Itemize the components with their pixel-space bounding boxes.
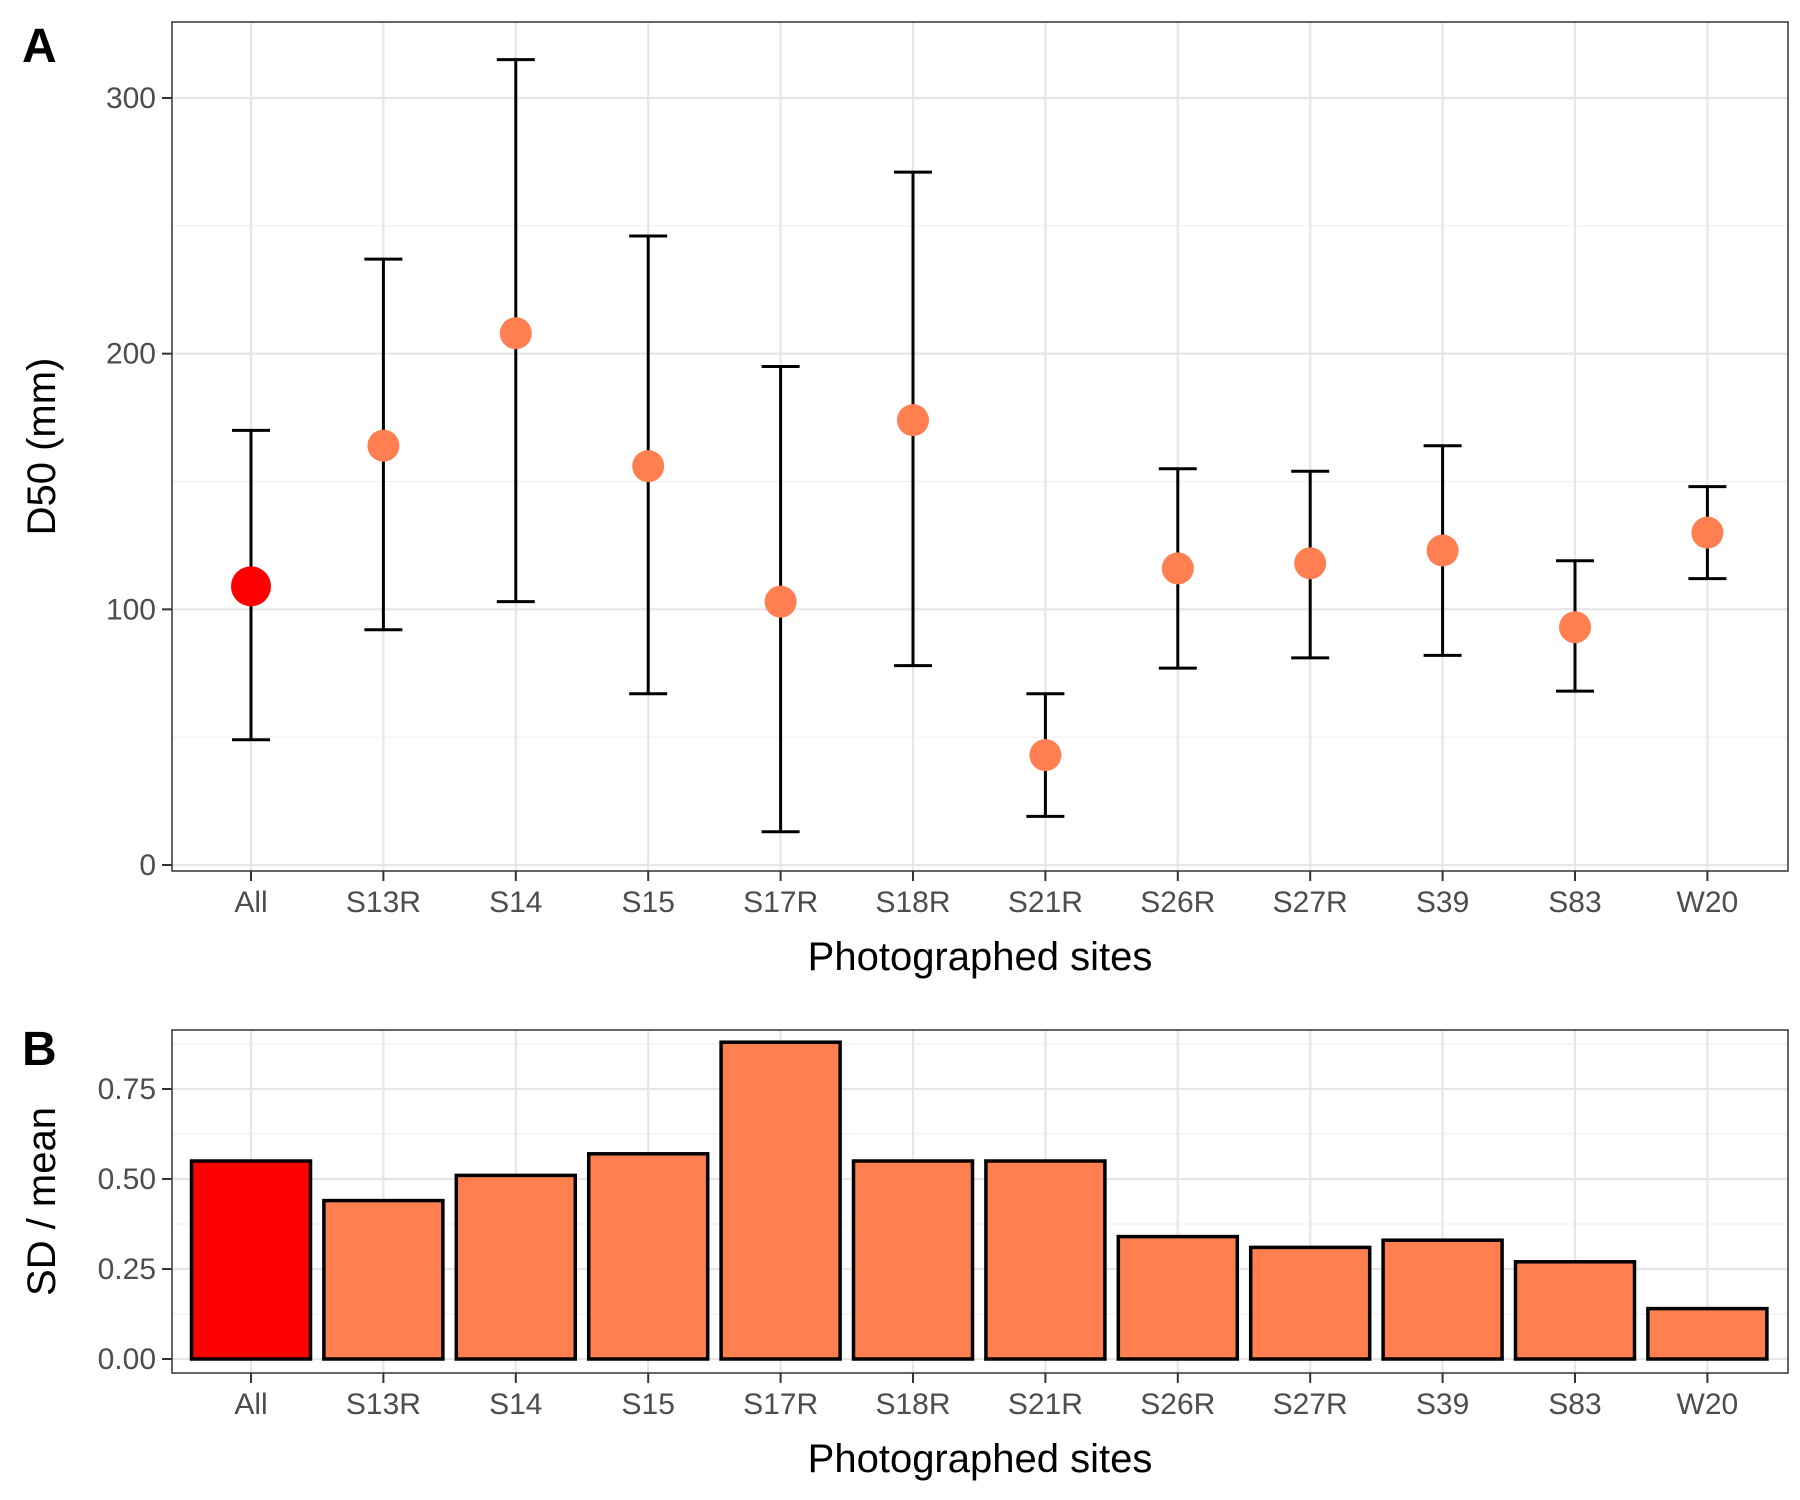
panel-b-y-tick-label: 0.50 bbox=[98, 1163, 156, 1196]
panel-a-chart: A 0 100 200 300 All S13R S14 S15 S17R S18R S21R S26… bbox=[20, 20, 1789, 979]
bar-s18r bbox=[851, 1159, 975, 1361]
panel-a-frame bbox=[171, 21, 1789, 872]
data-point-s15 bbox=[632, 450, 665, 483]
panel-a-site-all bbox=[231, 428, 271, 742]
panel-a-x-tick-label: W20 bbox=[1677, 886, 1739, 919]
panel-b-x-tick-label: S83 bbox=[1548, 1388, 1601, 1421]
panel-b-x-tick-label: S13R bbox=[346, 1388, 421, 1421]
panel-a-site-s21r bbox=[1026, 692, 1065, 818]
bar-s17r bbox=[719, 1040, 842, 1361]
bar-all bbox=[189, 1159, 313, 1361]
data-point-s14 bbox=[499, 317, 532, 350]
panel-b-x-axis-title: Photographed sites bbox=[808, 1437, 1153, 1481]
panel-a-site-s17r bbox=[761, 364, 800, 834]
panel-b-frame bbox=[171, 1029, 1789, 1374]
panel-b-x-tick-label: S26R bbox=[1140, 1388, 1215, 1421]
panel-b-y-tick-label: 0.75 bbox=[98, 1073, 156, 1106]
panel-b-chart: B 0.00 0.25 0.50 0.75 All S13R S14 S15 S17R S18R S… bbox=[20, 1023, 1789, 1481]
panel-a-x-tick-label: S14 bbox=[489, 886, 542, 919]
panel-a-y-tick-label: 200 bbox=[106, 338, 156, 371]
data-point-s39 bbox=[1426, 534, 1459, 567]
panel-b-x-tick-label: All bbox=[234, 1388, 267, 1421]
panel-a-background bbox=[172, 22, 1788, 871]
bar-s26r bbox=[1116, 1234, 1240, 1361]
panel-a-site-s83 bbox=[1556, 559, 1594, 693]
panel-b-x-tick-label: S27R bbox=[1273, 1388, 1348, 1421]
panel-a-x-tick-label: S21R bbox=[1008, 886, 1083, 919]
data-point-s17r bbox=[764, 585, 797, 618]
panel-a-site-s18r bbox=[894, 170, 932, 668]
data-point-s27r bbox=[1294, 547, 1327, 580]
panel-a-site-s27r bbox=[1291, 469, 1330, 660]
panel-b-marks bbox=[189, 1040, 1769, 1361]
panel-b-x-tick-label: S14 bbox=[489, 1388, 542, 1421]
bar-s83 bbox=[1513, 1260, 1637, 1361]
panel-b-x-tick-label: W20 bbox=[1677, 1388, 1739, 1421]
panel-a-x-tick-label: S17R bbox=[743, 886, 818, 919]
data-point-s13r bbox=[367, 429, 400, 462]
panel-a-grid bbox=[172, 22, 1788, 871]
panel-a-y-tick-label: 100 bbox=[106, 593, 156, 626]
panel-a-x-tick-label: S26R bbox=[1140, 886, 1215, 919]
panel-a-site-s14 bbox=[496, 58, 535, 604]
panel-a-site-s13r bbox=[364, 257, 403, 632]
panel-a-x-tick-label: S18R bbox=[875, 886, 950, 919]
panel-b-y-tick-label: 0.25 bbox=[98, 1253, 156, 1286]
bar-w20 bbox=[1646, 1306, 1769, 1361]
panel-b-x-tick-label: S15 bbox=[622, 1388, 675, 1421]
panel-a-x-tick-label: S39 bbox=[1416, 886, 1469, 919]
panel-b-axes: 0.00 0.25 0.50 0.75 All S13R S14 S15 S17R S18R S21… bbox=[98, 1073, 1739, 1421]
panel-a-x-tick-label: S27R bbox=[1273, 886, 1348, 919]
data-point-s26r bbox=[1161, 552, 1194, 585]
panel-a-axes: 0 100 200 300 All S13R S14 S15 S17R S18R S21R S26R S… bbox=[106, 82, 1738, 919]
bar-s21r bbox=[984, 1159, 1107, 1361]
panel-b-x-tick-label: S17R bbox=[743, 1388, 818, 1421]
data-point-s18r bbox=[897, 404, 929, 437]
panel-b-tag: B bbox=[22, 1023, 57, 1076]
panel-b-x-tick-label: S39 bbox=[1416, 1388, 1469, 1421]
panel-b-y-axis-title: SD / mean bbox=[20, 1107, 64, 1296]
panel-a-x-tick-label: S15 bbox=[622, 886, 675, 919]
data-point-all bbox=[231, 566, 271, 607]
panel-b-y-tick-label: 0.00 bbox=[98, 1343, 156, 1376]
data-point-s21r bbox=[1029, 739, 1062, 772]
panel-a-x-tick-label: All bbox=[234, 886, 267, 919]
panel-a-x-tick-label: S13R bbox=[346, 886, 421, 919]
panel-a-y-axis-title: D50 (mm) bbox=[20, 358, 64, 536]
panel-a-site-s15 bbox=[629, 234, 668, 696]
panel-b-x-tick-label: S21R bbox=[1008, 1388, 1083, 1421]
panel-a-y-tick-label: 300 bbox=[106, 82, 156, 115]
bar-s39 bbox=[1381, 1238, 1504, 1361]
panel-a-site-s26r bbox=[1158, 467, 1197, 670]
data-point-s83 bbox=[1559, 611, 1591, 644]
panel-a-site-s39 bbox=[1423, 444, 1462, 657]
data-point-w20 bbox=[1691, 516, 1724, 549]
panel-a-x-axis-title: Photographed sites bbox=[808, 935, 1153, 979]
panel-a-tag: A bbox=[22, 20, 57, 73]
bar-s15 bbox=[586, 1152, 710, 1361]
panel-a-site-w20 bbox=[1688, 485, 1727, 581]
bar-s14 bbox=[454, 1173, 578, 1361]
panel-a-x-tick-label: S83 bbox=[1548, 886, 1601, 919]
panel-b-x-tick-label: S18R bbox=[875, 1388, 950, 1421]
panel-a-marks bbox=[231, 58, 1727, 834]
bar-s27r bbox=[1248, 1245, 1372, 1361]
bar-s13r bbox=[322, 1198, 445, 1361]
panel-a-y-tick-label: 0 bbox=[139, 849, 156, 882]
